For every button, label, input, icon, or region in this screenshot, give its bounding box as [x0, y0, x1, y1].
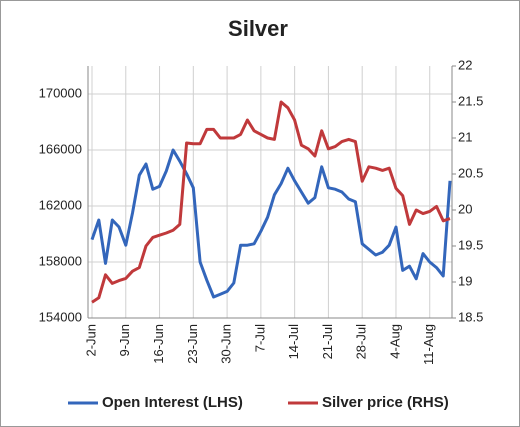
legend-label: Open Interest (LHS)	[102, 394, 243, 411]
y-tick-label: 170000	[39, 85, 82, 100]
y2-tick-label: 21.5	[458, 93, 483, 108]
legend-label: Silver price (RHS)	[322, 394, 449, 411]
x-tick-label: 14-Jul	[286, 324, 301, 360]
x-tick-label: 30-Jun	[219, 324, 234, 364]
x-tick-label: 28-Jul	[354, 324, 369, 360]
y2-tick-label: 19	[458, 273, 472, 288]
x-tick-label: 2-Jun	[83, 324, 98, 357]
x-tick-label: 11-Aug	[421, 324, 436, 365]
y2-tick-label: 21	[458, 129, 472, 144]
x-tick-label: 16-Jun	[151, 324, 166, 364]
y-tick-label: 162000	[39, 197, 82, 212]
y2-tick-label: 19.5	[458, 237, 483, 252]
x-tick-label: 9-Jun	[117, 324, 132, 357]
series-line	[91, 100, 451, 304]
x-tick-label: 21-Jul	[320, 324, 335, 360]
chart-title: Silver	[228, 16, 288, 41]
y2-tick-label: 20	[458, 201, 472, 216]
y-tick-label: 154000	[39, 309, 82, 324]
y2-tick-label: 22	[458, 57, 472, 72]
x-tick-label: 23-Jun	[185, 324, 200, 364]
y2-tick-label: 18.5	[458, 309, 483, 324]
series-line	[90, 148, 452, 299]
x-tick-label: 7-Jul	[252, 324, 267, 352]
y-tick-label: 158000	[39, 253, 82, 268]
y2-tick-label: 20.5	[458, 165, 483, 180]
y-tick-label: 166000	[39, 141, 82, 156]
x-tick-label: 4-Aug	[387, 324, 402, 359]
